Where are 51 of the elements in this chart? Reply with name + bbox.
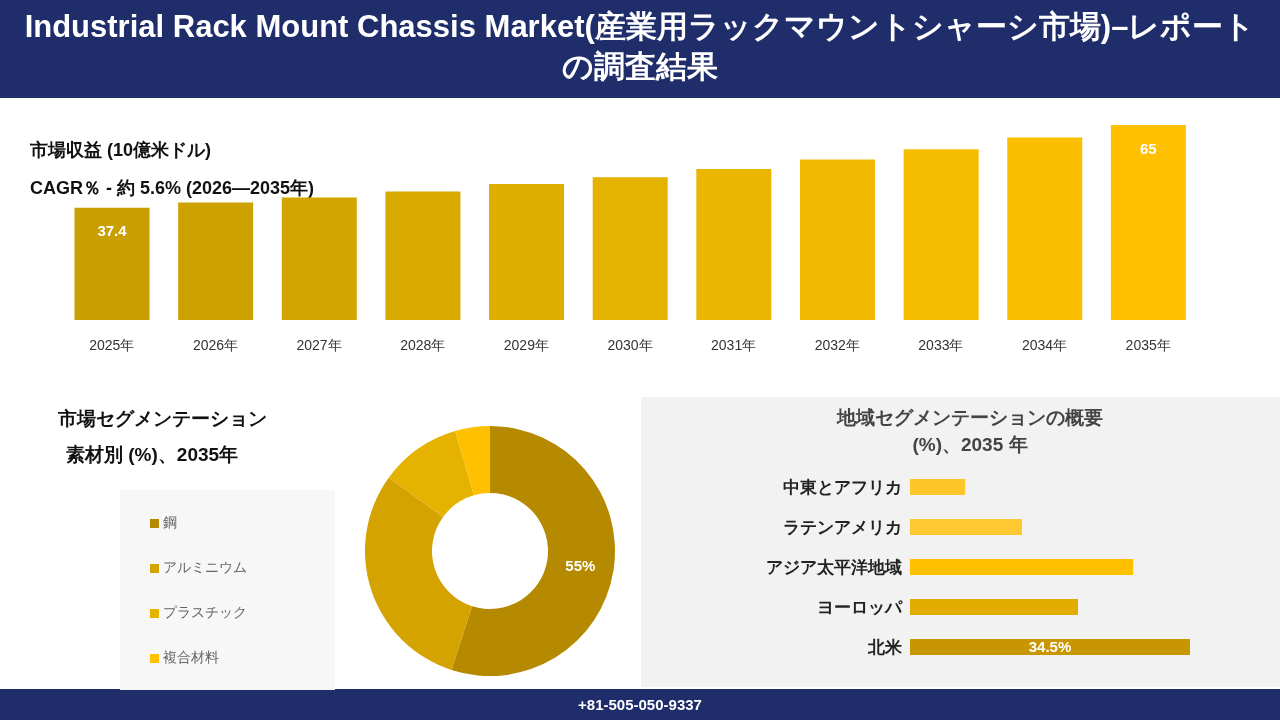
y-tick-label: ヨーロッパ xyxy=(817,598,903,618)
legend-label: アルミニウム xyxy=(163,559,247,575)
bar xyxy=(910,479,966,495)
chart-title: 市場セグメンテーション xyxy=(58,407,267,431)
chart-title: Industrial Rack Mount Chassis Market(産業用ラックマウントシャーシ市場)–レポートの調査結果 xyxy=(0,0,1280,98)
x-tick-label: 2033年 xyxy=(918,336,964,353)
bar xyxy=(385,191,461,320)
data-label: 34.5% xyxy=(1028,638,1072,656)
legend-label: プラスチック xyxy=(163,604,247,620)
bar xyxy=(74,207,150,320)
x-tick-label: 2034年 xyxy=(1021,336,1068,353)
bar xyxy=(1110,125,1186,320)
bar xyxy=(281,197,357,320)
bar xyxy=(178,202,254,320)
bar xyxy=(910,559,1134,575)
legend-label: 複合材料 xyxy=(163,649,219,665)
bar xyxy=(592,177,668,320)
y-tick-label: アジア太平洋地域 xyxy=(766,558,902,578)
text: 素材別 (%)、2035年 xyxy=(66,443,239,467)
bar xyxy=(903,149,979,320)
bar xyxy=(1007,137,1083,320)
x-tick-label: 2029年 xyxy=(503,336,549,353)
data-label: 65 xyxy=(1140,139,1157,157)
x-tick-label: 2026年 xyxy=(192,336,239,353)
x-tick-label: 2027年 xyxy=(296,336,342,353)
data-label: 55% xyxy=(565,556,596,574)
y-tick-label: 北米 xyxy=(867,638,903,658)
text: +81-505-050-9337 xyxy=(0,689,1280,720)
x-tick-label: 2028年 xyxy=(400,336,446,353)
y-tick-label: ラテンアメリカ xyxy=(783,518,902,538)
x-tick-label: 2031年 xyxy=(711,336,757,353)
x-tick-label: 2030年 xyxy=(607,336,653,353)
x-tick-label: 2025年 xyxy=(89,336,135,353)
donut-slice xyxy=(451,426,615,676)
x-tick-label: 2035年 xyxy=(1125,336,1171,353)
bar xyxy=(489,184,565,320)
x-tick-label: 2032年 xyxy=(814,336,860,353)
bar xyxy=(910,519,1022,535)
text: CAGR％ - 約 5.6% (2026—2035年) xyxy=(30,177,315,200)
bar xyxy=(799,159,875,320)
legend-label: 鋼 xyxy=(163,514,177,530)
donut-slice xyxy=(388,430,474,517)
data-label: 37.4 xyxy=(97,222,128,240)
donut-slice xyxy=(365,477,473,670)
y-axis-title: 市場収益 (10億米ドル) xyxy=(30,139,212,162)
bar xyxy=(910,599,1078,615)
bar xyxy=(696,169,772,320)
y-tick-label: 中東とアフリカ xyxy=(783,478,902,498)
bar xyxy=(910,639,1190,655)
chart-title: 地域セグメンテーションの概要 (%)、2035 年 xyxy=(835,406,1104,457)
donut-slice xyxy=(455,426,490,496)
